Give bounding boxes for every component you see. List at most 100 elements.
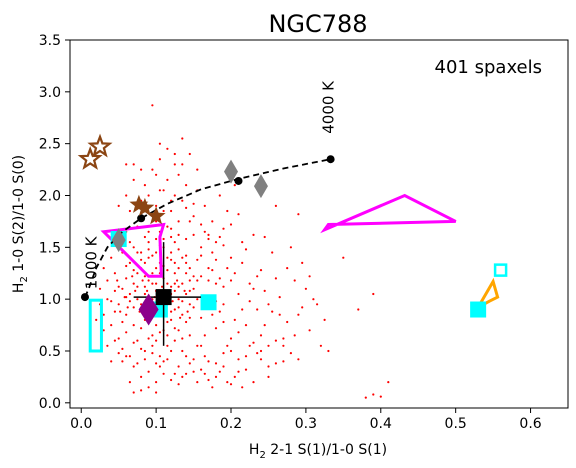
spaxel-point [173,152,176,156]
spaxel-point [128,241,131,244]
x-axis-label-main: H [249,442,260,458]
spaxel-point [211,220,214,223]
spaxel-point [151,272,154,275]
spaxel-point [121,360,124,363]
spaxel-point [259,269,263,272]
spaxel-point [132,178,135,181]
spaxel-point [229,349,233,353]
y-tick-label: 2.5 [39,137,61,153]
spaxel-point [173,327,176,330]
spaxel-point [179,316,182,319]
spaxel-point [308,329,311,332]
spaxel-point [162,372,165,375]
spaxel-point [141,279,144,282]
spaxel-point [136,339,139,342]
spaxel-point [214,375,218,378]
spaxel-point [211,386,214,389]
spaxel-point [229,256,233,259]
spaxel-point [170,378,173,382]
spaxel-point [151,282,154,285]
spaxel-point [177,298,180,301]
gray-diamond-marker [253,174,268,199]
spaxel-point [106,344,109,347]
spaxel-point [147,194,150,197]
spaxel-point [158,355,161,358]
spaxel-point [177,233,180,236]
spaxel-point [128,300,131,303]
spaxel-point [192,370,195,373]
spaxel-point [106,298,109,301]
spaxel-point [102,267,105,270]
spaxel-point [166,225,169,228]
spaxel-point [222,365,225,368]
spaxel-point [121,347,124,350]
spaxel-point [267,375,270,378]
spaxel-point [125,264,128,268]
spaxel-point [170,209,173,213]
spaxel-point [229,337,233,340]
y-axis-label-rest: 1-0 S(2)/1-0 S(0) [11,155,27,276]
spaxel-point [177,285,180,288]
spaxel-point [151,254,154,257]
spaxel-point [166,147,169,150]
spaxel-point [226,344,229,347]
spaxel-point [166,256,169,259]
spaxel-point [185,292,188,296]
x-axis-label: H2 2-1 S(1)/1-0 S(1) [249,442,387,461]
spaxel-point [181,282,184,285]
spaxel-point [128,209,131,213]
spaxel-point [192,306,195,309]
cyan-filled-square-marker [200,294,217,311]
x-tick-label: 0.4 [370,416,392,432]
spaxel-point [185,254,188,257]
spaxel-point [117,204,120,207]
temperature-label-1000k: 1000 K [83,235,101,289]
spaxel-point [162,189,165,192]
y-axis-label-main: H [11,283,27,294]
spaxel-point [176,279,179,282]
spaxel-point [136,362,139,365]
axes-frame [69,39,569,409]
spaxel-point [237,370,240,373]
spaxel-point [188,267,191,270]
spaxel-point [183,289,186,292]
spaxel-point [166,282,169,285]
spaxel-point [136,251,139,254]
spaxel-point [237,358,240,361]
spaxel-point [188,289,191,292]
spaxel-point [132,246,135,249]
spaxel-point [185,261,188,264]
spaxel-point [181,375,184,378]
spaxel-point [95,318,98,321]
spaxel-point [177,306,180,309]
y-tick-label: 3.0 [39,85,61,101]
spaxel-point [185,355,188,358]
y-axis-ticks: 0.0 0.5 1.0 1.5 2.0 2.5 3.0 3.5 [39,33,70,412]
hollow-star-marker [77,146,103,170]
spaxel-point [155,282,158,285]
gray-diamond-marker [111,228,126,253]
spaxel-point [181,300,184,303]
spaxel-point [113,272,116,275]
spaxel-point [173,339,176,342]
spaxel-point [110,324,113,327]
spaxel-point [140,251,143,254]
spaxel-point [158,365,161,368]
spaxel-point [222,352,225,355]
spaxel-point [121,320,124,324]
spaxel-point [319,344,322,347]
spaxel-point [214,258,218,261]
y-tick-label: 0.0 [39,396,61,412]
spaxel-point [286,320,289,324]
spaxel-point [188,279,191,282]
spaxel-point [192,287,195,290]
y-tick-label: 3.5 [39,33,61,49]
spaxel-point [211,269,214,272]
spaxel-point [252,381,255,384]
spaxel-point [185,184,188,187]
spaxel-point [200,246,203,249]
spaxel-point [125,313,128,316]
spaxel-point [196,279,199,282]
spaxel-point [110,360,113,363]
spaxel-point [214,362,218,365]
